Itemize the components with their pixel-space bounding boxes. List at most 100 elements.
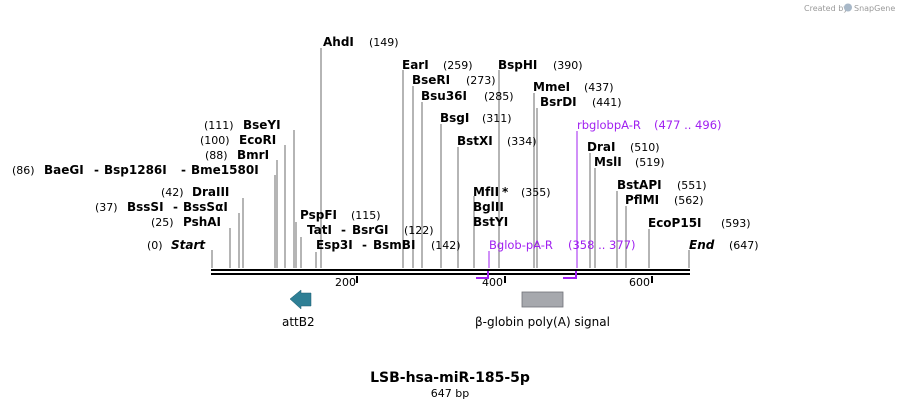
enzyme-label-drai[interactable]: DraI (510) bbox=[587, 140, 660, 154]
svg-text:(111): (111) bbox=[204, 119, 234, 132]
svg-text:PshAI: PshAI bbox=[183, 215, 221, 229]
feature-label-beta-globin: β-globin poly(A) signal bbox=[475, 315, 610, 329]
primer-label-bglobpa[interactable]: Bglob-pA-R (358 .. 377) bbox=[489, 238, 636, 252]
enzyme-label-bseri[interactable]: BseRI (273) bbox=[412, 73, 496, 87]
enzyme-label-bglii[interactable]: BglII bbox=[473, 200, 504, 214]
end-position: (647) bbox=[729, 239, 759, 252]
svg-text:BseRI: BseRI bbox=[412, 73, 450, 87]
svg-text:(259): (259) bbox=[443, 59, 473, 72]
map-length: 647 bp bbox=[431, 387, 469, 400]
svg-text:(149): (149) bbox=[369, 36, 399, 49]
svg-text:BmrI: BmrI bbox=[237, 148, 269, 162]
primer-bar-rbglob[interactable] bbox=[563, 271, 577, 279]
svg-text:(311): (311) bbox=[482, 112, 512, 125]
credit-prefix: Created by bbox=[804, 4, 848, 13]
arrow-left-icon[interactable] bbox=[289, 289, 312, 310]
svg-text:(88): (88) bbox=[205, 149, 228, 162]
svg-text:BseYI: BseYI bbox=[243, 118, 281, 132]
svg-text:(437): (437) bbox=[584, 81, 614, 94]
svg-text:MslI: MslI bbox=[594, 155, 622, 169]
enzyme-label-pspfi[interactable]: PspFI (115) bbox=[300, 208, 381, 222]
svg-text:(562): (562) bbox=[674, 194, 704, 207]
svg-text:-: - bbox=[181, 163, 186, 177]
svg-text:EcoRI: EcoRI bbox=[239, 133, 276, 147]
enzyme-label-bseyi[interactable]: (111) BseYI bbox=[204, 118, 281, 132]
enzyme-label-bstyi[interactable]: BstYI bbox=[473, 215, 508, 229]
svg-text:(355): (355) bbox=[521, 186, 551, 199]
snapgene-credit: Created by SnapGene bbox=[804, 3, 895, 13]
svg-text:BaeGI: BaeGI bbox=[44, 163, 84, 177]
svg-text:(477 .. 496): (477 .. 496) bbox=[654, 118, 722, 132]
enzyme-label-tati[interactable]: TatI - BsrGI (122) bbox=[307, 223, 434, 237]
box-icon[interactable] bbox=[521, 291, 564, 308]
enzyme-label-bsrdi[interactable]: BsrDI (441) bbox=[540, 95, 622, 109]
enzyme-label-bmri[interactable]: (88) BmrI bbox=[205, 148, 269, 162]
enzyme-label-mmei[interactable]: MmeI (437) bbox=[533, 80, 614, 94]
feature-label-attb2: attB2 bbox=[282, 315, 315, 329]
start-position: (0) bbox=[147, 239, 163, 252]
enzyme-label-ahdi[interactable]: AhdI (149) bbox=[323, 35, 399, 49]
svg-text:BsmBI: BsmBI bbox=[373, 238, 415, 252]
svg-text:*: * bbox=[502, 185, 509, 199]
svg-text:DraIII: DraIII bbox=[192, 185, 229, 199]
svg-text:-: - bbox=[341, 223, 346, 237]
enzyme-label-msli[interactable]: MslI (519) bbox=[594, 155, 665, 169]
svg-text:(358 .. 377): (358 .. 377) bbox=[568, 238, 636, 252]
enzyme-leaders bbox=[211, 48, 690, 268]
enzyme-label-eari[interactable]: EarI (259) bbox=[402, 58, 473, 72]
svg-text:BstYI: BstYI bbox=[473, 215, 508, 229]
svg-text:(42): (42) bbox=[161, 186, 184, 199]
tick-label-400: 400 bbox=[482, 276, 503, 289]
svg-text:PspFI: PspFI bbox=[300, 208, 337, 222]
primer-bars bbox=[476, 271, 577, 279]
primer-bar-bglob[interactable] bbox=[476, 271, 489, 279]
enzyme-label-bsssi[interactable]: (37) BssSI - BssSαI bbox=[95, 200, 228, 214]
svg-text:(441): (441) bbox=[592, 96, 622, 109]
svg-text:MmeI: MmeI bbox=[533, 80, 570, 94]
sequence-backbone: 200 400 600 bbox=[211, 269, 690, 289]
svg-text:-: - bbox=[173, 200, 178, 214]
svg-text:(593): (593) bbox=[721, 217, 751, 230]
feature-attb2[interactable]: attB2 bbox=[282, 289, 315, 329]
enzyme-label-baegi[interactable]: (86) BaeGI - Bsp1286I - Bme1580I bbox=[12, 163, 259, 177]
enzyme-label-ecori[interactable]: (100) EcoRI bbox=[200, 133, 276, 147]
svg-text:BsrGI: BsrGI bbox=[352, 223, 389, 237]
enzyme-label-ecop15i[interactable]: EcoP15I (593) bbox=[648, 216, 751, 230]
enzyme-label-pflmi[interactable]: PflMI (562) bbox=[625, 193, 704, 207]
svg-text:BstXI: BstXI bbox=[457, 134, 493, 148]
map-title: LSB-hsa-miR-185-5p bbox=[370, 370, 530, 386]
svg-text:BspHI: BspHI bbox=[498, 58, 537, 72]
feature-beta-globin-polya[interactable]: β-globin poly(A) signal bbox=[475, 291, 610, 329]
svg-text:-: - bbox=[362, 238, 367, 252]
enzyme-label-pshai[interactable]: (25) PshAI bbox=[151, 215, 221, 229]
svg-text:Esp3I: Esp3I bbox=[316, 238, 353, 252]
svg-text:Bme1580I: Bme1580I bbox=[191, 163, 259, 177]
start-label: Start bbox=[171, 238, 206, 252]
enzyme-label-bsu36i[interactable]: Bsu36I (285) bbox=[421, 89, 514, 103]
enzyme-label-bstapi[interactable]: BstAPI (551) bbox=[617, 178, 707, 192]
enzyme-label-mfli[interactable]: MfII * (355) bbox=[473, 185, 551, 199]
enzyme-label-bsgi[interactable]: BsgI (311) bbox=[440, 111, 512, 125]
svg-text:(142): (142) bbox=[431, 239, 461, 252]
svg-text:Bsp1286I: Bsp1286I bbox=[104, 163, 167, 177]
svg-text:(510): (510) bbox=[630, 141, 660, 154]
svg-text:BssSI: BssSI bbox=[127, 200, 164, 214]
svg-text:(273): (273) bbox=[466, 74, 496, 87]
svg-text:BstAPI: BstAPI bbox=[617, 178, 662, 192]
primer-label-rbglobpa[interactable]: rbglobpA-R (477 .. 496) bbox=[577, 118, 722, 132]
enzyme-label-draiii[interactable]: (42) DraIII bbox=[161, 185, 229, 199]
svg-text:(115): (115) bbox=[351, 209, 381, 222]
svg-text:(551): (551) bbox=[677, 179, 707, 192]
enzyme-label-esp3i[interactable]: Esp3I - BsmBI (142) bbox=[316, 238, 461, 252]
credit-brand: SnapGene bbox=[854, 4, 895, 13]
enzyme-label-bstxi[interactable]: BstXI (334) bbox=[457, 134, 537, 148]
svg-text:EcoP15I: EcoP15I bbox=[648, 216, 702, 230]
svg-text:(86): (86) bbox=[12, 164, 35, 177]
svg-text:DraI: DraI bbox=[587, 140, 615, 154]
svg-text:PflMI: PflMI bbox=[625, 193, 659, 207]
svg-text:(122): (122) bbox=[404, 224, 434, 237]
enzyme-label-bsphi[interactable]: BspHI (390) bbox=[498, 58, 583, 72]
svg-text:(390): (390) bbox=[553, 59, 583, 72]
tick-label-200: 200 bbox=[335, 276, 356, 289]
